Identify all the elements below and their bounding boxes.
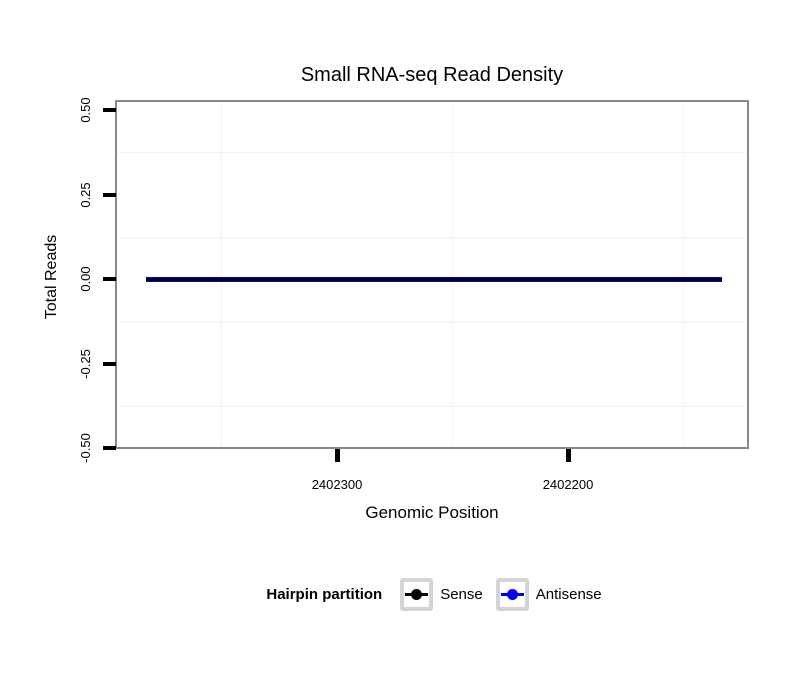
x-axis-tick [335,449,340,462]
legend: Hairpin partition Sense Antisense [0,574,810,614]
y-axis-tick-label: 0.00 [78,266,93,292]
y-axis-tick-label: 0.25 [78,182,93,208]
y-axis-tick-label: 0.50 [78,97,93,123]
legend-point-icon [506,588,518,600]
minor-gridline-h [117,152,747,153]
legend-point-icon [411,588,423,600]
chart-title: Small RNA-seq Read Density [300,64,564,86]
y-axis-tick [103,108,116,112]
minor-gridline-v [683,102,684,447]
minor-gridline-v [221,102,222,447]
legend-label-sense: Sense [440,585,483,603]
y-axis-tick [103,362,116,366]
y-axis-tick-label: -0.25 [78,349,93,379]
x-axis-tick [566,449,571,462]
legend-title: Hairpin partition [266,585,383,603]
legend-label-antisense: Antisense [535,585,602,603]
y-axis-title: Total Reads [43,234,60,320]
minor-gridline-h [117,237,747,238]
series-line-sense [146,278,722,281]
minor-gridline-v [452,102,453,447]
y-axis-tick [103,277,116,281]
x-axis-tick-label: 2402200 [542,477,594,492]
y-axis-tick-label: -0.50 [78,433,93,463]
minor-gridline-h [117,406,747,407]
x-axis-title: Genomic Position [365,503,499,522]
y-axis-tick [103,446,116,450]
legend-key-antisense [495,577,529,611]
plot-panel [115,100,749,449]
y-axis-tick [103,193,116,197]
minor-gridline-h [117,322,747,323]
x-axis-tick-label: 2402300 [311,477,363,492]
legend-key-sense [400,577,434,611]
